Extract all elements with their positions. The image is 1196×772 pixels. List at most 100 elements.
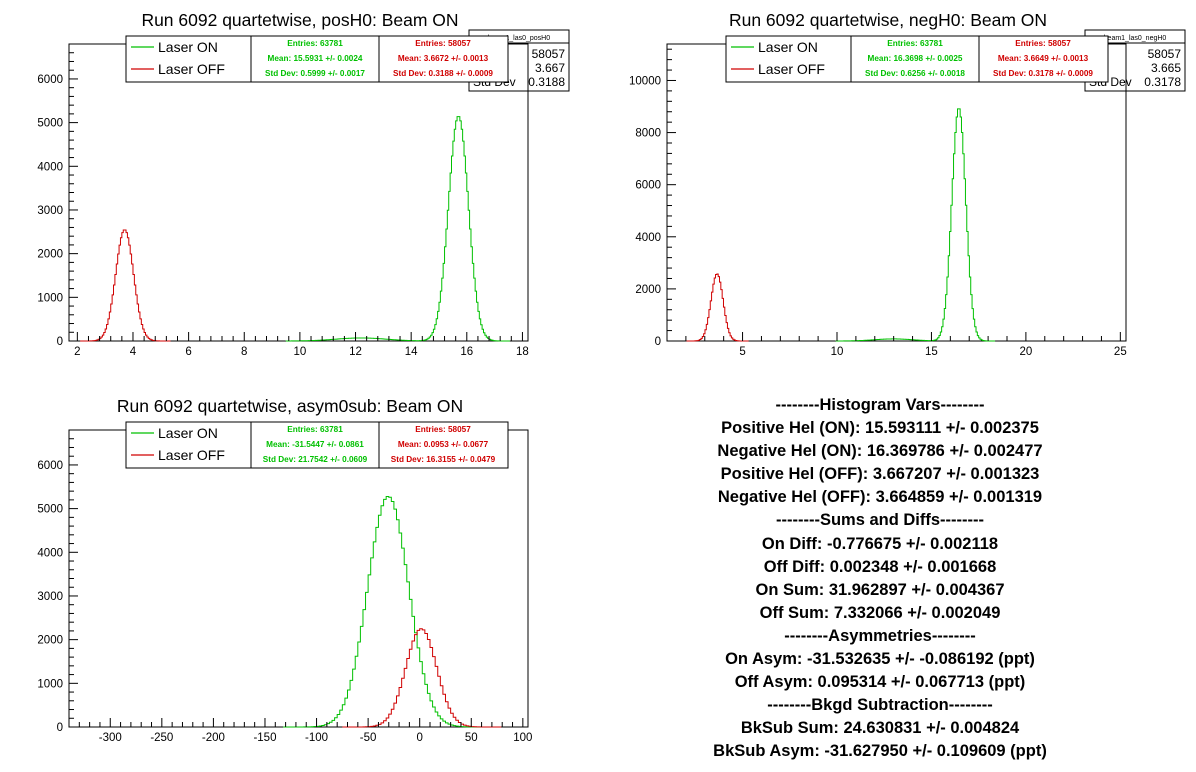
stats-box-value: 3.667: [535, 61, 565, 75]
legend-frame: [125, 421, 509, 469]
y-tick-label: 6000: [37, 460, 63, 472]
vars-line: --------Histogram Vars--------: [775, 396, 985, 414]
x-tick-label: -100: [305, 732, 328, 744]
vars-line: Positive Hel (ON): 15.593111 +/- 0.00237…: [721, 419, 1039, 438]
chart-title: Run 6092 quartetwise, negH0: Beam ON: [728, 10, 1048, 30]
legend: Laser ON Laser OFF Entries: 63781 Mean: 15.…: [125, 35, 509, 83]
stats-box-name: beam1_las0_posH0: [488, 35, 550, 42]
x-tick-label: 16: [460, 346, 473, 358]
y-tick-label: 3000: [37, 205, 63, 217]
stats-text: Mean: -31.5447 +/- 0.0861: [266, 440, 364, 449]
stats-text: Entries: 58057: [415, 39, 471, 48]
x-tick-label: 5: [739, 346, 745, 358]
histogram-panel-negH0: Run 6092 quartetwise, negH0: Beam ON bea…: [598, 0, 1196, 386]
stats-text: Entries: 63781: [887, 39, 943, 48]
stats-text: Entries: 63781: [287, 425, 343, 434]
legend: Laser ON Laser OFF Entries: 63781 Mean: -31…: [125, 421, 509, 469]
y-tick-label: 0: [57, 722, 63, 734]
vars-line: Positive Hel (OFF): 3.667207 +/- 0.00132…: [720, 465, 1040, 484]
legend-frame: [125, 35, 509, 83]
legend-label: Laser OFF: [158, 61, 225, 77]
x-tick-label: -50: [360, 732, 377, 744]
x-tick-label: 2: [74, 346, 80, 358]
plot-frame: [68, 429, 529, 728]
y-tick-label: 0: [57, 336, 63, 348]
vars-line: --------Sums and Diffs--------: [775, 511, 984, 530]
histogram-laser-on: [835, 108, 996, 342]
chart-title: Run 6092 quartetwise, asym0sub: Beam ON: [116, 396, 464, 416]
x-tick-label: 14: [405, 346, 418, 358]
legend-label: Laser ON: [758, 39, 818, 55]
y-tick-label: 10000: [629, 75, 661, 87]
x-tick-label: -150: [253, 732, 276, 744]
histogram-panel-posH0: Run 6092 quartetwise, posH0: Beam ON bea…: [0, 0, 598, 386]
x-tick-label: 10: [293, 346, 306, 358]
stats-text: Std Dev: 0.3178 +/- 0.0009: [993, 69, 1093, 78]
histogram-laser-off: [80, 229, 171, 342]
x-tick-label: -200: [202, 732, 225, 744]
y-tick-label: 1000: [37, 292, 63, 304]
stats-box-value: 58057: [1148, 47, 1182, 61]
histogram-laser-on: [283, 496, 494, 728]
y-tick-label: 6000: [37, 74, 63, 86]
vars-line: On Asym: -31.532635 +/- -0.086192 (ppt): [725, 650, 1035, 669]
vars-line: BkSub Sum: 24.630831 +/- 0.004824: [740, 719, 1020, 738]
y-tick-label: 2000: [37, 635, 63, 647]
stats-text: Mean: 15.5931 +/- 0.0024: [268, 54, 363, 63]
stats-box-value: 0.3178: [1144, 75, 1181, 89]
x-tick-label: 25: [1114, 346, 1127, 358]
stats-box-value: 3.665: [1151, 61, 1181, 75]
stats-text: Std Dev: 0.3188 +/- 0.0009: [393, 69, 493, 78]
y-tick-label: 4000: [37, 547, 63, 559]
y-tick-label: 3000: [37, 591, 63, 603]
vars-line: Off Diff: 0.002348 +/- 0.001668: [763, 557, 997, 576]
x-tick-label: 10: [831, 346, 844, 358]
x-tick-label: 15: [925, 346, 938, 358]
vars-line: BkSub Asym: -31.627950 +/- 0.109609 (ppt…: [713, 742, 1047, 761]
plot-frame: [68, 43, 529, 342]
legend-label: Laser ON: [158, 425, 218, 441]
x-tick-label: 20: [1019, 346, 1032, 358]
histogram-panel-asym0sub: Run 6092 quartetwise, asym0sub: Beam ON …: [0, 386, 598, 772]
x-tick-label: 8: [241, 346, 247, 358]
vars-line: Negative Hel (OFF): 3.664859 +/- 0.00131…: [717, 488, 1043, 507]
stats-box-value: 0.3188: [528, 75, 565, 89]
stats-text: Std Dev: 0.5999 +/- 0.0017: [265, 69, 365, 78]
vars-line: Off Asym: 0.095314 +/- 0.067713 (ppt): [734, 673, 1026, 692]
vars-line: Off Sum: 7.332066 +/- 0.002049: [759, 603, 1001, 622]
legend: Laser ON Laser OFF Entries: 63781 Mean: 16.…: [725, 35, 1109, 83]
stats-text: Mean: 0.0953 +/- 0.0677: [398, 440, 489, 449]
stats-text: Entries: 63781: [287, 39, 343, 48]
stats-text: Std Dev: 21.7542 +/- 0.0609: [263, 455, 368, 464]
y-tick-label: 4000: [635, 232, 661, 244]
vars-line: --------Asymmetries--------: [784, 626, 976, 645]
stats-text: Entries: 58057: [415, 425, 471, 434]
vars-line: On Sum: 31.962897 +/- 0.004367: [755, 580, 1005, 599]
stats-box-name: beam1_las0_negH0: [1104, 35, 1167, 42]
legend-frame: [725, 35, 1109, 83]
plot-frame: [666, 43, 1127, 342]
legend-label: Laser OFF: [758, 61, 825, 77]
y-tick-label: 8000: [635, 128, 661, 140]
y-tick-label: 6000: [635, 180, 661, 192]
y-tick-label: 5000: [37, 504, 63, 516]
legend-label: Laser OFF: [158, 447, 225, 463]
vars-line: On Diff: -0.776675 +/- 0.002118: [761, 534, 999, 553]
stats-text: Std Dev: 0.6256 +/- 0.0018: [865, 69, 965, 78]
stats-box-value: 58057: [532, 47, 566, 61]
x-tick-label: 0: [416, 732, 422, 744]
histogram-laser-off: [342, 628, 502, 728]
vars-line: Negative Hel (ON): 16.369786 +/- 0.00247…: [717, 442, 1043, 461]
histogram-laser-off: [686, 273, 749, 342]
chart-title: Run 6092 quartetwise, posH0: Beam ON: [141, 10, 459, 30]
histogram-laser-on: [285, 116, 510, 342]
chart-canvas: -300 -250 -200 -150 -100 -50 0 50 10001000200030…: [37, 421, 532, 744]
y-tick-label: 5000: [37, 118, 63, 130]
x-tick-label: 6: [185, 346, 191, 358]
x-tick-label: -250: [150, 732, 173, 744]
y-tick-label: 4000: [37, 161, 63, 173]
x-tick-label: 12: [349, 346, 362, 358]
x-tick-label: -300: [99, 732, 122, 744]
